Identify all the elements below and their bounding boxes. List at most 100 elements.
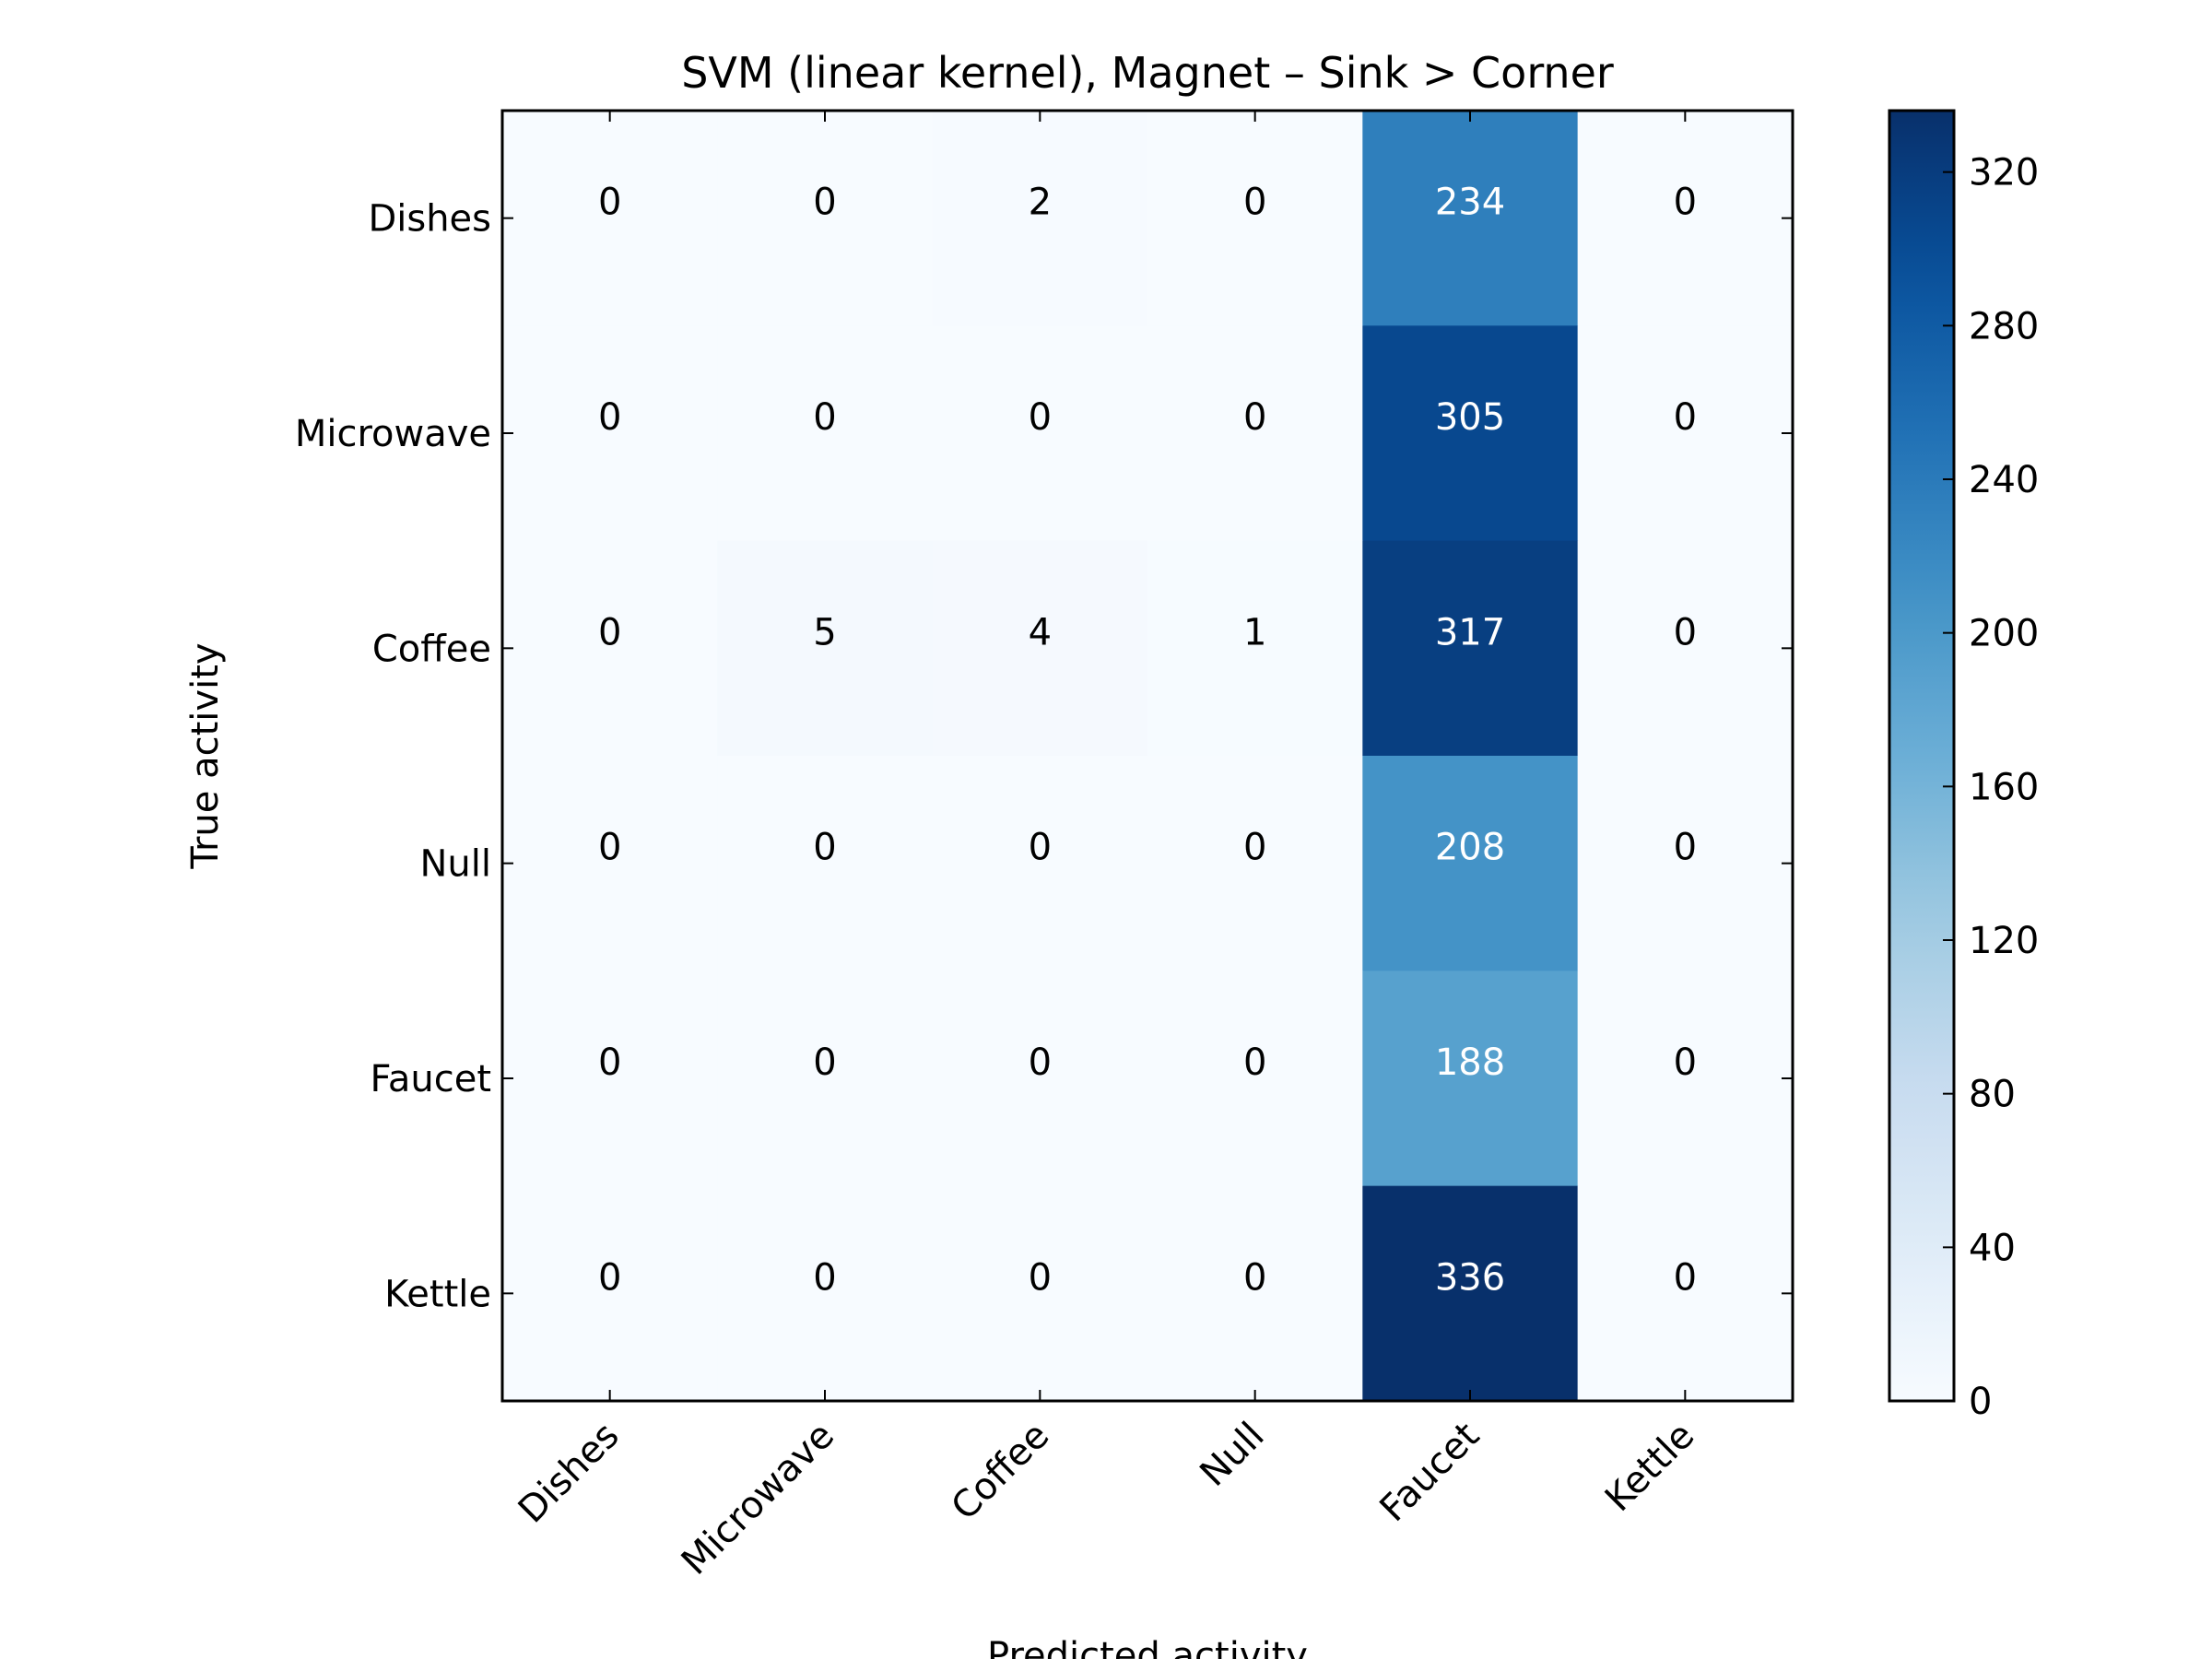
heatmap-cell [1147,756,1363,971]
heatmap-cell [1362,971,1579,1187]
cell-value-label: 0 [1029,396,1052,439]
cell-value-label: 0 [598,827,621,869]
cell-value-label: 0 [1674,611,1697,653]
heatmap-cell [502,756,718,971]
x-tick-label: Microwave [674,1415,842,1583]
heatmap-cell [502,325,718,542]
heatmap-cell [1577,1185,1794,1402]
heatmap-cell [717,540,934,757]
cell-value-label: 5 [813,611,836,653]
cell-value-label: 0 [1243,182,1266,224]
cell-value-label: 317 [1435,611,1505,653]
y-tick-label: Null [420,843,492,886]
x-tick-label: Kettle [1597,1415,1703,1521]
cell-value-label: 0 [1243,1041,1266,1084]
cell-value-label: 0 [1029,827,1052,869]
colorbar-tick-label: 280 [1969,305,2039,347]
plot-frame [500,109,1794,1403]
colorbar-tick-label: 320 [1969,152,2039,194]
heatmap-cell [1147,1185,1363,1402]
cell-value-label: 0 [598,611,621,653]
colorbar-tick-label: 160 [1969,766,2039,808]
y-tick-label: Coffee [372,628,491,670]
y-tick-label: Dishes [368,198,491,241]
cell-value-label: 0 [1029,1256,1052,1299]
cell-value-label: 0 [813,182,836,224]
heatmap-cell [1362,756,1579,971]
colorbar-ticks: 0 40 80 120 160 200 240 280 320 [1943,152,2039,1423]
cell-value-label: 0 [1243,396,1266,439]
heatmap-cell [1577,540,1794,757]
cell-value-label: 234 [1435,182,1505,224]
colorbar-tick-label: 40 [1969,1227,2016,1269]
cell-value-label: 0 [813,827,836,869]
cell-value-label: 0 [598,1041,621,1084]
heatmap-cell [717,971,934,1187]
cell-value-label: 208 [1435,827,1505,869]
heatmap-cell [1147,540,1363,757]
heatmap-cell [1362,1185,1579,1402]
heatmap-cells [502,111,1794,1402]
heatmap-cell [502,971,718,1187]
chart-title: SVM (linear kernel), Magnet – Sink > Cor… [681,48,1614,98]
heatmap-cell [1577,756,1794,971]
cell-value-label: 0 [598,1256,621,1299]
y-tick-label: Faucet [371,1058,491,1100]
cell-value-label: 0 [813,1256,836,1299]
heatmap-cell [1147,111,1363,326]
cell-value-label: 188 [1435,1041,1505,1084]
x-tick-label: Coffee [944,1415,1058,1529]
cell-value-label: 4 [1029,611,1052,653]
colorbar-tick-label: 120 [1969,920,2039,962]
colorbar-tick-label: 80 [1969,1074,2016,1116]
cell-value-label: 0 [1243,1256,1266,1299]
heatmap-cell-labels: 0 0 2 0 234 0 0 0 0 0 305 0 0 5 4 1 317 0 0 0 0 0 208 0 0 0 0 0 188 0… [598,182,1697,1300]
colorbar-frame [1888,109,1956,1403]
cell-value-label: 0 [1674,396,1697,439]
cell-value-label: 336 [1435,1256,1505,1299]
cell-value-label: 0 [598,396,621,439]
cell-value-label: 305 [1435,396,1505,439]
heatmap-cell [1577,111,1794,326]
heatmap-cell [1362,540,1579,757]
y-tick-labels: Dishes Microwave Coffee Null Faucet Kettle [295,198,491,1316]
heatmap-cell [1577,971,1794,1187]
cell-value-label: 0 [1674,827,1697,869]
heatmap-cell [932,971,1148,1187]
cell-value-label: 0 [813,396,836,439]
x-tick-label: Dishes [511,1415,628,1532]
heatmap-cell [717,111,934,326]
heatmap-cell [932,1185,1148,1402]
x-axis-label: Predicted activity [987,1635,1308,1659]
cell-value-label: 0 [813,1041,836,1084]
cell-value-label: 0 [1029,1041,1052,1084]
cell-value-label: 0 [1674,1256,1697,1299]
heatmap-cell [932,756,1148,971]
heatmap-cell [1147,971,1363,1187]
axis-ticks [502,111,1793,1401]
colorbar-tick-label: 0 [1969,1381,1992,1423]
x-tick-label: Null [1192,1415,1272,1495]
cell-value-label: 0 [1674,182,1697,224]
heatmap-cell [502,1185,718,1402]
cell-value-label: 1 [1243,611,1266,653]
cell-value-label: 0 [1674,1041,1697,1084]
heatmap-cell [1577,325,1794,542]
heatmap-cell [1362,325,1579,542]
heatmap-cell [932,111,1148,326]
heatmap-cell [717,756,934,971]
colorbar-tick-label: 240 [1969,459,2039,501]
heatmap-cell [502,111,718,326]
heatmap-cell [932,540,1148,757]
heatmap-cell [932,325,1148,542]
heatmap-cell [1362,111,1579,326]
colorbar [1889,111,1954,1401]
heatmap-cell [502,540,718,757]
cell-value-label: 0 [1243,827,1266,869]
y-tick-label: Kettle [384,1273,491,1315]
x-tick-labels: Dishes Microwave Coffee Null Faucet Kettle [511,1415,1703,1583]
y-axis-label: True activity [184,642,227,869]
cell-value-label: 2 [1029,182,1052,224]
colorbar-tick-label: 200 [1969,613,2039,655]
